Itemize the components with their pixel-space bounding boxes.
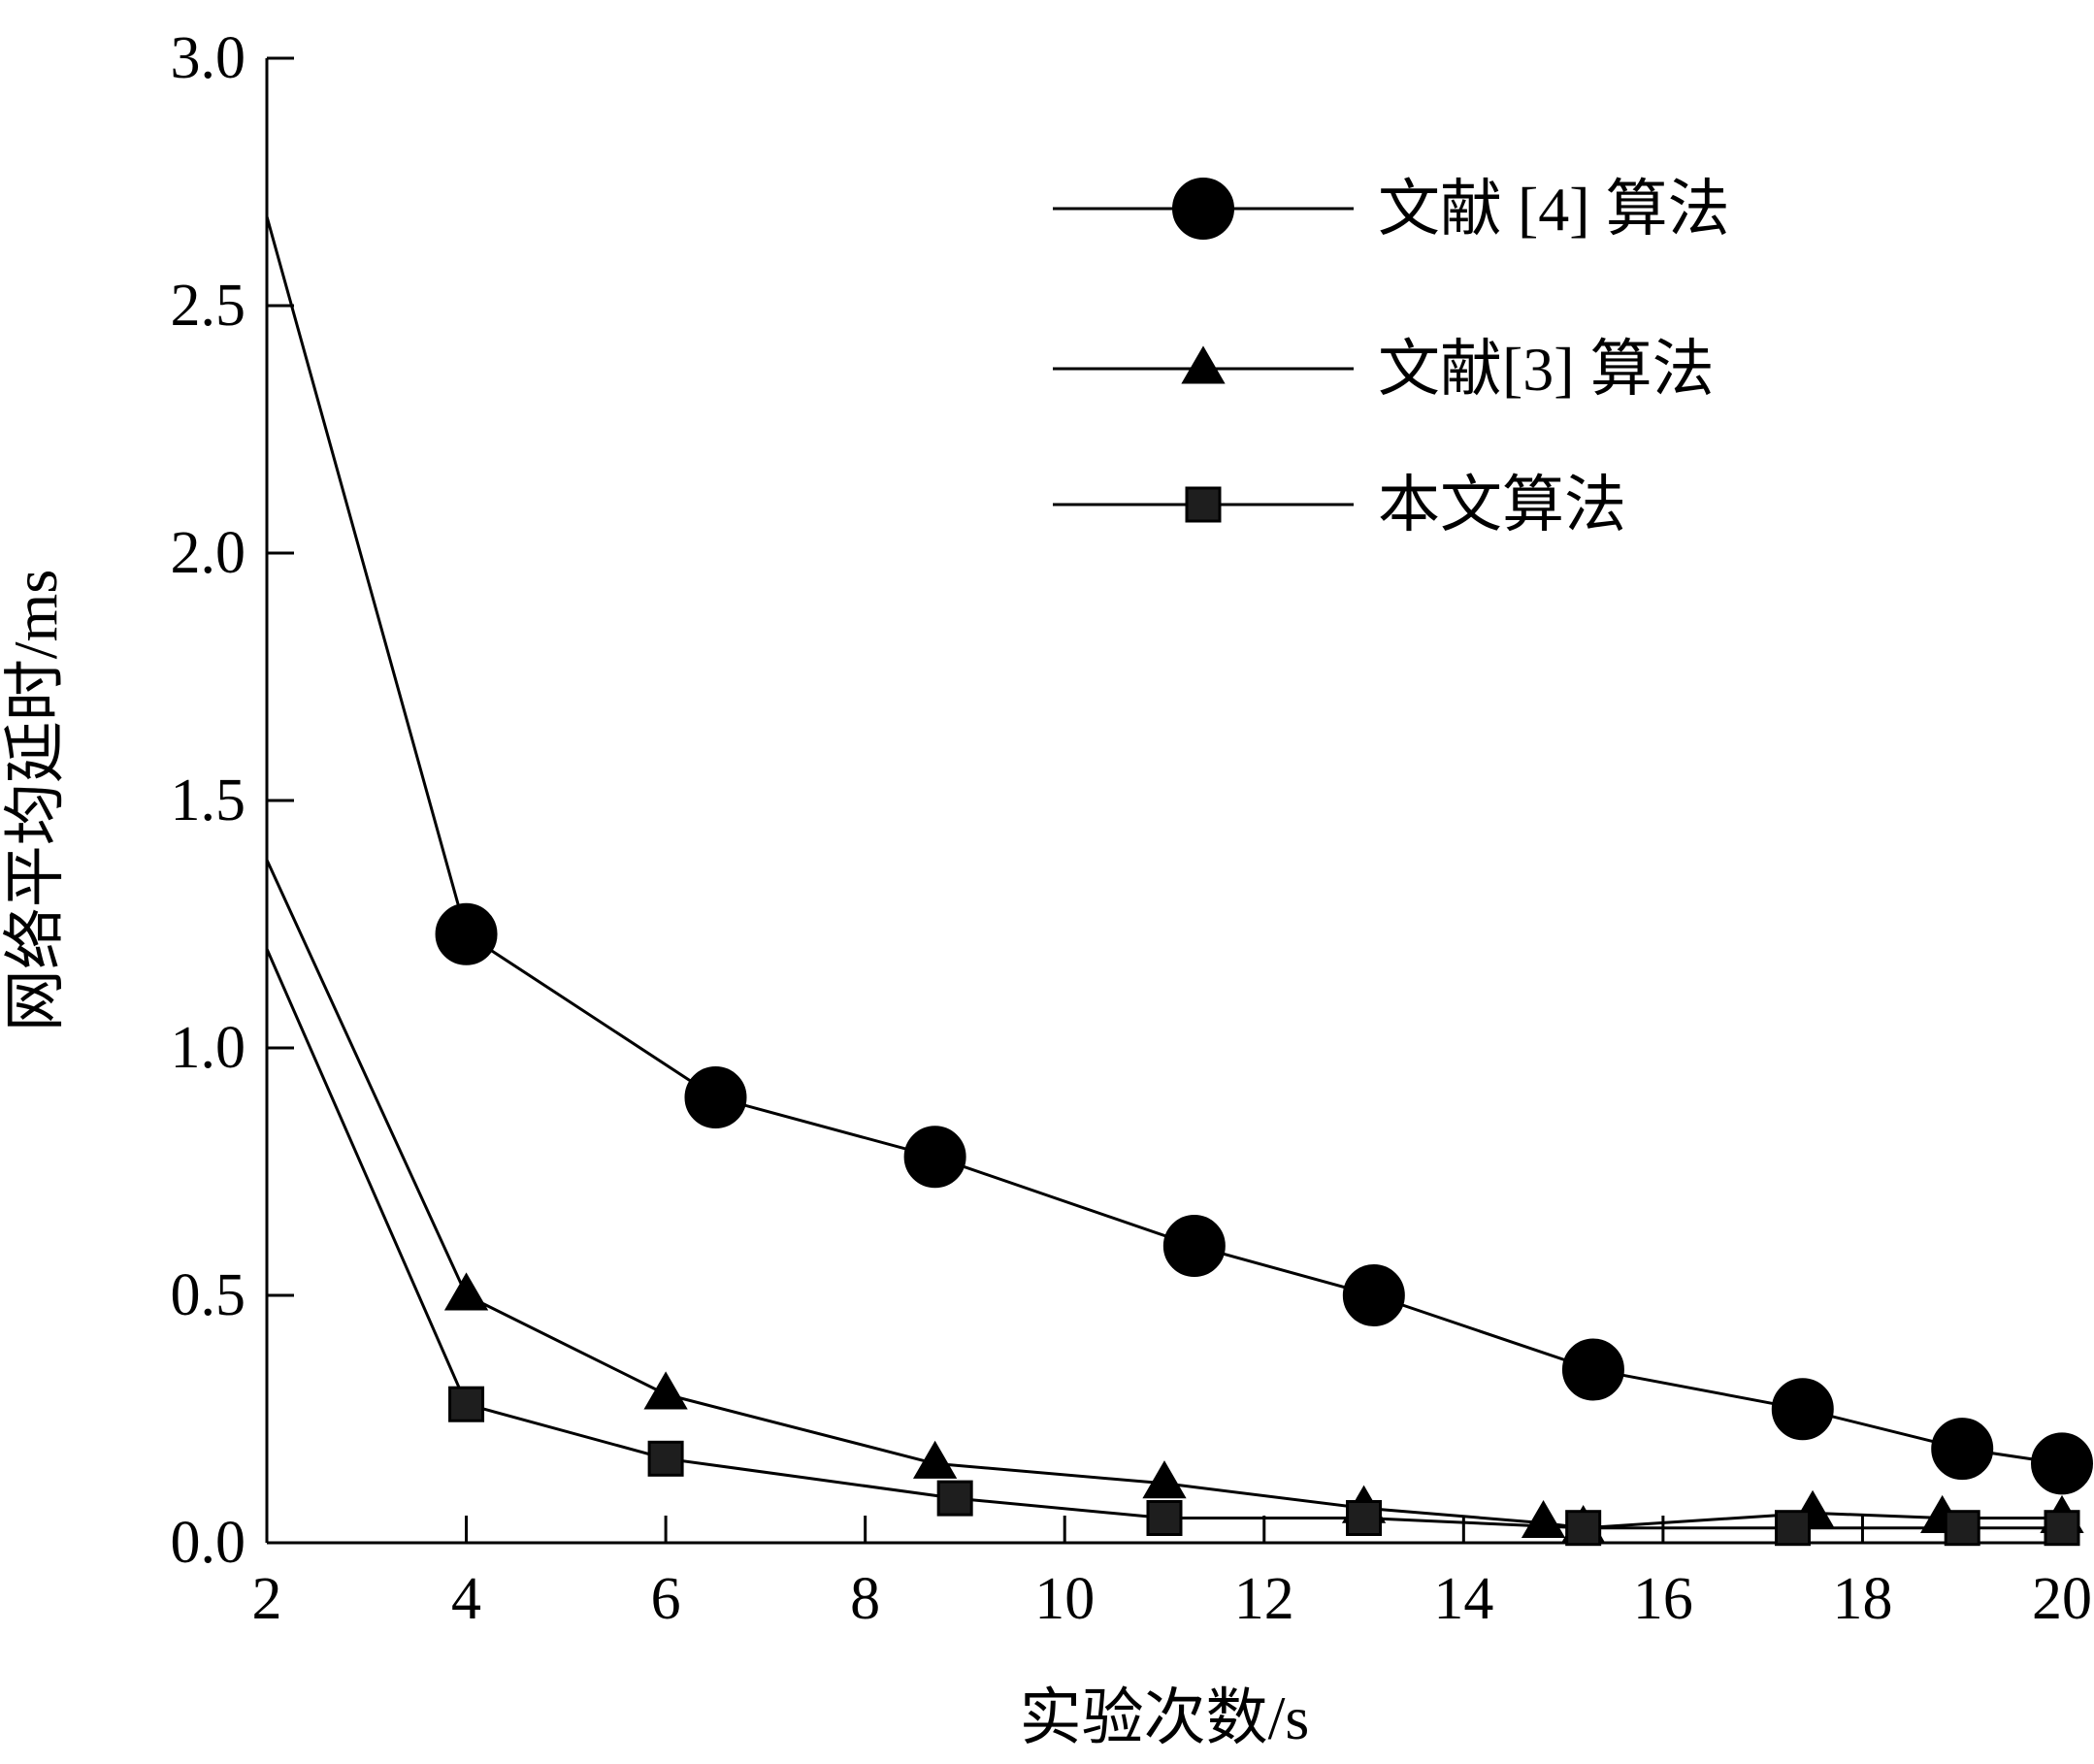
- x-ticks: 2 4 6 8 10 12 14 16 18 20: [252, 1516, 2092, 1632]
- x-tick-label: 14: [1433, 1566, 1493, 1632]
- x-tick-label: 10: [1034, 1566, 1095, 1632]
- series-line-3: [265, 948, 2062, 1530]
- legend-label: 文献[3] 算法: [1378, 335, 1715, 404]
- y-axis-title: 网络平均延时/ms: [1, 570, 70, 1031]
- x-tick-label: 4: [451, 1566, 481, 1632]
- y-tick-label: 1.0: [171, 1015, 246, 1081]
- square-marker: [1146, 1500, 1183, 1536]
- x-axis-title: 实验次数/s: [1020, 1683, 1310, 1752]
- x-tick-label: 20: [2032, 1566, 2092, 1632]
- square-marker: [1775, 1510, 1811, 1547]
- circle-marker: [903, 1126, 966, 1189]
- triangle-marker: [1142, 1460, 1187, 1499]
- y-tick-label: 3.0: [171, 25, 246, 91]
- series-markers: [435, 902, 2093, 1547]
- y-tick-label: 0.0: [171, 1510, 246, 1576]
- square-marker: [1944, 1510, 1980, 1547]
- series-markers-2: [443, 1272, 2084, 1544]
- circle-marker: [1162, 1215, 1226, 1277]
- series-line-1: [265, 215, 2063, 1465]
- square-marker: [448, 1386, 485, 1422]
- circle-marker: [1561, 1338, 1624, 1401]
- series-markers-3: [448, 1386, 2080, 1547]
- square-marker: [1185, 486, 1222, 523]
- x-tick-label: 16: [1633, 1566, 1693, 1632]
- legend-label: 文献 [4] 算法: [1378, 175, 1730, 244]
- square-marker: [647, 1440, 684, 1477]
- y-ticks: 0.0 0.5 1.0 1.5 2.0 2.5 3.0: [171, 25, 294, 1576]
- x-tick-label: 6: [651, 1566, 681, 1632]
- square-marker: [936, 1480, 973, 1517]
- circle-marker: [684, 1066, 747, 1128]
- triangle-marker: [912, 1440, 958, 1479]
- y-tick-label: 1.5: [171, 768, 246, 833]
- square-marker: [2044, 1510, 2080, 1547]
- y-tick-label: 0.5: [171, 1262, 246, 1328]
- y-tick-label: 2.0: [171, 520, 246, 586]
- x-tick-label: 18: [1832, 1566, 1892, 1632]
- legend-item-2: 文献[3] 算法: [1053, 335, 1715, 404]
- triangle-marker: [443, 1272, 489, 1311]
- circle-marker: [1931, 1418, 1994, 1481]
- legend-item-3: 本文算法: [1053, 471, 1626, 539]
- x-tick-label: 12: [1234, 1566, 1294, 1632]
- circle-marker: [1342, 1264, 1405, 1326]
- circle-marker: [1771, 1378, 1834, 1441]
- circle-marker: [435, 902, 498, 965]
- square-marker: [1346, 1500, 1383, 1536]
- legend-label: 本文算法: [1378, 471, 1626, 539]
- square-marker: [1565, 1510, 1602, 1547]
- triangle-marker: [1181, 345, 1226, 384]
- triangle-marker: [643, 1371, 688, 1410]
- x-tick-label: 2: [252, 1566, 282, 1632]
- legend-item-1: 文献 [4] 算法: [1053, 175, 1730, 244]
- y-tick-label: 2.5: [171, 273, 246, 339]
- series-markers-1: [435, 902, 2093, 1495]
- circle-marker: [2031, 1432, 2093, 1495]
- series-lines: [265, 215, 2063, 1530]
- triangle-marker: [1521, 1499, 1566, 1539]
- axes: [265, 58, 2062, 1545]
- circle-marker: [1172, 178, 1234, 240]
- x-tick-label: 8: [850, 1566, 880, 1632]
